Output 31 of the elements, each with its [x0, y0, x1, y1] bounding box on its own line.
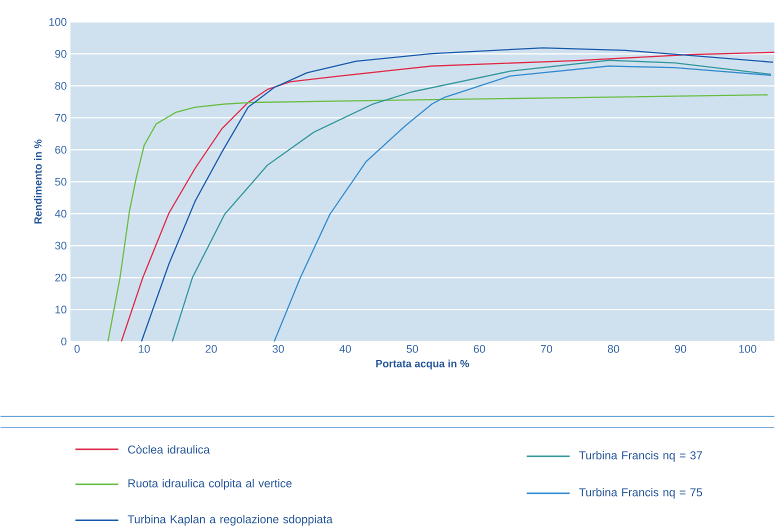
legend-label: Ruota idraulica colpita al vertice — [128, 478, 292, 490]
x-tick-label: 60 — [474, 344, 486, 353]
x-tick-label: 90 — [674, 344, 686, 353]
x-tick-label: 70 — [540, 344, 552, 353]
y-tick-label: 50 — [55, 178, 66, 186]
x-tick-label: 10 — [138, 344, 150, 353]
x-axis-title: Portata acqua in % — [376, 360, 470, 370]
line-series — [274, 65, 772, 342]
y-tick-label: 10 — [56, 306, 66, 314]
y-tick-label: 40 — [54, 210, 66, 218]
x-tick-label: 40 — [339, 344, 351, 353]
legend-label: Turbina Kaplan a regolazione sdoppiata — [128, 514, 333, 526]
y-tick-label: 100 — [49, 18, 66, 26]
y-tick-label: 70 — [55, 114, 66, 122]
y-tick-label: 90 — [55, 50, 66, 58]
y-tick-label: 30 — [55, 242, 66, 250]
x-tick-label: 20 — [206, 344, 217, 353]
line-series — [107, 94, 768, 342]
y-tick-label: 0 — [61, 337, 66, 346]
legend-label: Turbina Francis nq = 75 — [579, 488, 702, 499]
x-tick-label: 0 — [74, 344, 80, 353]
y-axis-title: Rendimento in % — [34, 139, 42, 224]
legend-label: Còclea idraulica — [128, 444, 210, 454]
x-tick-label: 80 — [608, 344, 620, 353]
x-tick-label: 100 — [739, 344, 756, 353]
x-tick-label: 50 — [406, 344, 418, 353]
x-tick-label: 30 — [272, 344, 284, 353]
y-tick-label: 80 — [55, 82, 66, 90]
y-tick-label: 20 — [55, 274, 66, 282]
y-tick-label: 60 — [55, 146, 66, 154]
legend-label: Turbina Francis nq = 37 — [579, 450, 702, 462]
